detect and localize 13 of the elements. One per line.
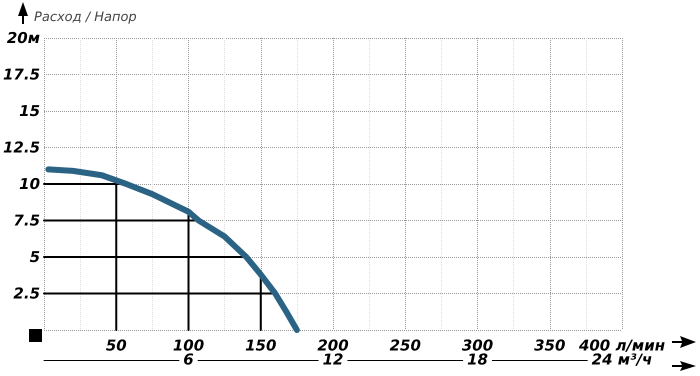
y-tick-label: 5 [30,248,40,266]
x-tick-label: 350 [534,336,566,354]
x-tick-label: 150 [245,336,276,354]
y-tick-label: 2.5 [13,284,40,302]
x-tick-label: 250 [390,336,421,354]
y-tick-label: 10 [19,175,40,193]
y-tick-label: 17.5 [2,66,40,84]
y-tick-label: 12.5 [2,138,40,156]
y-axis-title: Расход / Напор [34,10,137,25]
y-tick-label: 7.5 [13,212,40,230]
y-tick-label: 15 [19,102,40,120]
y-tick-label: 20м [6,29,40,47]
x-tick-label: 50 [106,336,127,354]
